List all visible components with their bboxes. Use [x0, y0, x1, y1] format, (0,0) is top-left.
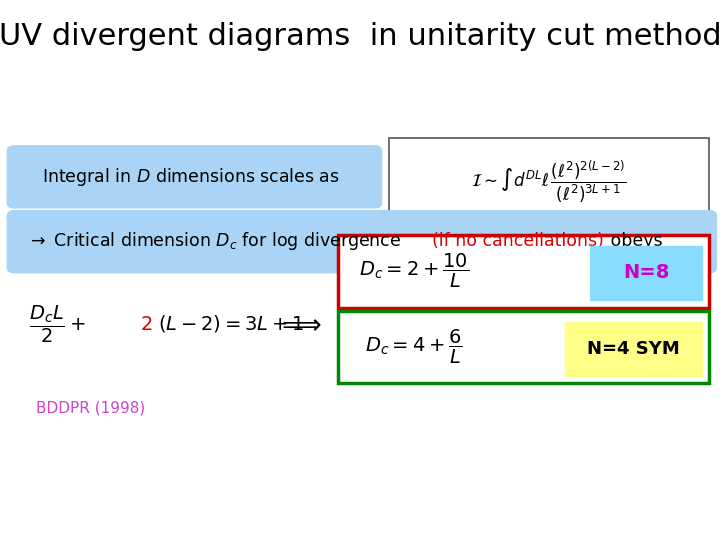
Text: $\mathcal{I} \sim \int d^{DL}\ell\, \dfrac{(\ell^2)^{2(L-2)}}{(\ell^2)^{3L+1}}$: $\mathcal{I} \sim \int d^{DL}\ell\, \dfr… — [471, 159, 626, 205]
FancyBboxPatch shape — [565, 322, 702, 376]
Text: Integral in $D$ dimensions scales as: Integral in $D$ dimensions scales as — [42, 166, 340, 187]
FancyBboxPatch shape — [389, 138, 709, 227]
FancyBboxPatch shape — [7, 211, 716, 273]
FancyBboxPatch shape — [338, 310, 709, 383]
FancyBboxPatch shape — [338, 235, 709, 308]
FancyBboxPatch shape — [7, 146, 382, 208]
Text: $D_c = 4 + \dfrac{6}{L}$: $D_c = 4 + \dfrac{6}{L}$ — [365, 328, 463, 366]
Text: N=4 SYM: N=4 SYM — [588, 340, 680, 359]
Text: obeys: obeys — [605, 232, 662, 251]
Text: $(L-2) = 3L+1$: $(L-2) = 3L+1$ — [158, 314, 305, 334]
Text: $2$: $2$ — [140, 314, 153, 334]
Text: (if no cancellations): (if no cancellations) — [432, 232, 604, 251]
Text: $\rightarrow$ Critical dimension $D_c$ for log divergence: $\rightarrow$ Critical dimension $D_c$ f… — [27, 231, 402, 252]
Text: $\dfrac{D_c L}{2} + $: $\dfrac{D_c L}{2} + $ — [29, 303, 86, 345]
Text: UV divergent diagrams  in unitarity cut method: UV divergent diagrams in unitarity cut m… — [0, 22, 720, 51]
Text: $D_c = 2 + \dfrac{10}{L}$: $D_c = 2 + \dfrac{10}{L}$ — [359, 252, 469, 290]
Text: $\Longrightarrow$: $\Longrightarrow$ — [276, 310, 322, 338]
Text: N=8: N=8 — [624, 263, 670, 282]
FancyBboxPatch shape — [590, 246, 702, 300]
Text: BDDPR (1998): BDDPR (1998) — [36, 400, 145, 415]
